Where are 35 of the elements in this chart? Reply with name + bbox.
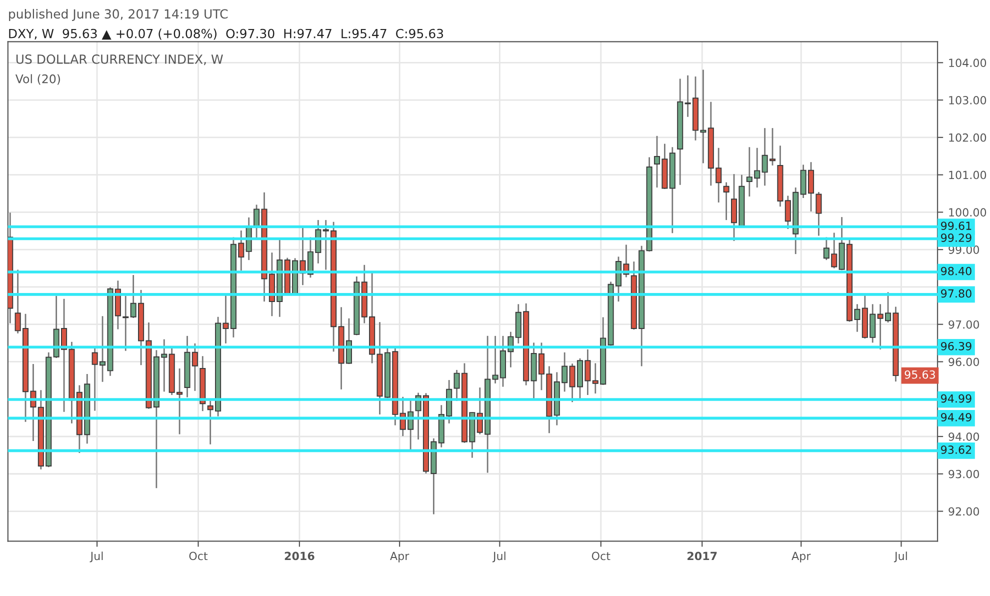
candlestick bbox=[723, 182, 730, 221]
text: US DOLLAR CURRENCY INDEX, W bbox=[16, 54, 223, 66]
x-tick-label: Apr bbox=[792, 552, 811, 562]
x-tick-label: Apr bbox=[390, 552, 410, 562]
y-tick-label: 97.00 bbox=[948, 320, 980, 329]
candlestick bbox=[122, 295, 129, 352]
text: DXY, W 95.63 ▲ +0.07 (+0.08%) O:97.30 H:97.47 L:95.47 C:95.63 bbox=[9, 28, 444, 40]
ref-line-label: 94.99 bbox=[941, 394, 972, 403]
x-tick-label: Jul bbox=[90, 552, 103, 562]
y-tick-label: 92.00 bbox=[948, 507, 980, 516]
annotation: 95.63 bbox=[904, 370, 935, 379]
x-tick-label: 2016 bbox=[284, 552, 314, 560]
y-tick-label: 102.00 bbox=[949, 133, 986, 142]
y-tick-label: 100.00 bbox=[949, 208, 986, 217]
ref-line-label: 93.62 bbox=[941, 446, 972, 454]
ref-line-label: 99.61 bbox=[941, 222, 972, 230]
y-tick-label: 94.00 bbox=[948, 432, 980, 441]
x-tick-label: Oct bbox=[592, 552, 610, 560]
x-tick-label: Oct bbox=[189, 552, 208, 560]
y-tick-label: 101.00 bbox=[949, 170, 986, 180]
y-tick-label: 104.00 bbox=[949, 58, 986, 68]
annotation: Vol (20) bbox=[15, 74, 60, 85]
x-tick-label: 2017 bbox=[688, 552, 717, 560]
text: published June 30, 2017 14:19 UTC bbox=[9, 8, 228, 22]
ref-line-label: 97.80 bbox=[941, 289, 972, 298]
x-tick-label: Jul bbox=[894, 552, 907, 562]
ref-line-label: 98.40 bbox=[941, 266, 972, 276]
ref-line-label: 99.29 bbox=[941, 234, 972, 242]
ref-line-label: 96.39 bbox=[941, 342, 972, 350]
x-tick-label: Jul bbox=[492, 552, 506, 562]
y-tick-label: 103.00 bbox=[949, 96, 986, 104]
candlestick bbox=[816, 191, 822, 236]
y-tick-label: 93.00 bbox=[948, 470, 980, 478]
y-tick-label: 96.00 bbox=[948, 358, 980, 366]
ref-line-label: 94.49 bbox=[941, 412, 972, 422]
